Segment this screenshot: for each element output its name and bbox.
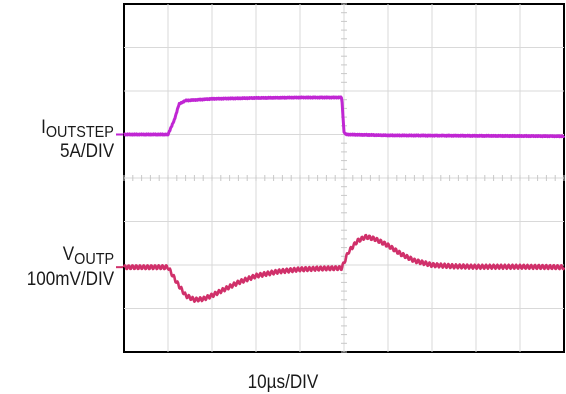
vout-channel-label: VOUTP [63, 245, 114, 268]
vout-scale-label: 100mV/DIV [27, 270, 114, 289]
grid [123, 3, 565, 353]
vout-label-main: V [62, 244, 74, 265]
trace-voutp [122, 233, 566, 304]
vout-scale: 100mV/DIV [26, 269, 114, 290]
iout-channel-label: IOUTSTEP [41, 118, 114, 141]
trace-ioutstep [123, 95, 566, 139]
iout-scale: 5A/DIV [59, 141, 114, 162]
iout-scale-label: 5A/DIV [60, 142, 114, 161]
traces [122, 95, 566, 304]
vout-label-sub: OUTP [73, 251, 114, 268]
x-axis-label: 10µs/DIV [247, 372, 319, 393]
iout-label-main: I [41, 117, 46, 138]
channel-markers [116, 133, 123, 269]
iout-label-sub: OUTSTEP [45, 124, 115, 141]
